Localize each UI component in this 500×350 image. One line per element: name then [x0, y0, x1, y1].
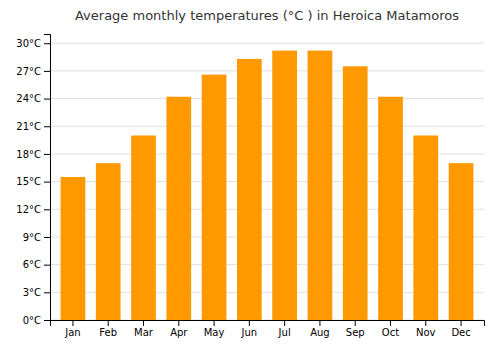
- tick-mark: [143, 320, 144, 326]
- tick-mark: [108, 320, 109, 326]
- tick-mark: [355, 320, 356, 326]
- tick-mark: [44, 71, 50, 72]
- tick-mark: [214, 320, 215, 326]
- tick-label: May: [204, 327, 225, 338]
- x-axis: Jan Feb Mar Apr May Jun Jul Aug Sep Oct Nov Dec: [51, 320, 485, 338]
- grid-line: [50, 43, 484, 44]
- tick: 3°C: [23, 287, 50, 298]
- tick-label: Jun: [241, 327, 258, 338]
- tick: 27°C: [16, 66, 50, 77]
- tick-label: 0°C: [23, 315, 41, 326]
- bar: [202, 75, 227, 320]
- tick-label: Mar: [134, 327, 154, 338]
- tick-mark: [178, 320, 179, 326]
- y-axis: 0°C 3°C 6°C 9°C 12°C 15°C 18°C 21°C 24°C 27°C 30°C: [16, 35, 50, 326]
- grid: [50, 43, 484, 320]
- tick-label: 21°C: [16, 121, 41, 132]
- tick: 15°C: [16, 176, 50, 187]
- tick-mark: [44, 43, 50, 44]
- tick-label: 3°C: [23, 287, 41, 298]
- tick-mark: [44, 292, 50, 293]
- axis-line: [51, 321, 485, 327]
- tick: 18°C: [16, 149, 50, 160]
- tick-mark: [44, 209, 50, 210]
- tick: 12°C: [16, 204, 50, 215]
- tick: Aug: [310, 320, 330, 338]
- tick-mark: [390, 320, 391, 326]
- bar: [343, 66, 368, 320]
- tick-mark: [72, 320, 73, 326]
- tick: Jun: [241, 320, 258, 338]
- tick-label: Nov: [416, 327, 436, 338]
- tick-label: Dec: [451, 327, 470, 338]
- tick-label: 27°C: [16, 66, 41, 77]
- bar: [413, 135, 438, 320]
- tick-mark: [44, 99, 50, 100]
- bar: [131, 135, 156, 320]
- tick-label: 12°C: [16, 204, 41, 215]
- tick-label: Apr: [170, 327, 188, 338]
- bar: [61, 177, 86, 320]
- tick-label: Sep: [346, 327, 365, 338]
- title: Average monthly temperatures (°C ) in He…: [75, 8, 459, 23]
- tick: Apr: [170, 320, 188, 338]
- tick-label: Jul: [278, 327, 291, 338]
- tick-label: 18°C: [16, 149, 41, 160]
- bar: [166, 97, 191, 320]
- tick-label: Feb: [99, 327, 117, 338]
- tick: May: [204, 320, 225, 338]
- tick: Dec: [451, 320, 470, 338]
- bar: [308, 51, 333, 320]
- tick-label: Aug: [310, 327, 330, 338]
- tick: 21°C: [16, 121, 50, 132]
- tick-label: 15°C: [16, 176, 41, 187]
- tick: Nov: [416, 320, 436, 338]
- tick-mark: [44, 320, 50, 321]
- tick-mark: [249, 320, 250, 326]
- tick: 6°C: [23, 259, 50, 270]
- bar: [96, 163, 121, 320]
- tick-mark: [284, 320, 285, 326]
- tick-mark: [461, 320, 462, 326]
- bar: [378, 97, 403, 320]
- axis-line: [44, 35, 51, 321]
- tick-mark: [44, 182, 50, 183]
- tick: Mar: [134, 320, 154, 338]
- tick: 9°C: [23, 232, 50, 243]
- tick: 30°C: [16, 38, 50, 49]
- tick: Sep: [346, 320, 365, 338]
- bar: [272, 51, 297, 320]
- tick: Oct: [382, 320, 399, 338]
- tick: Jan: [64, 320, 80, 338]
- grid-line: [50, 126, 484, 127]
- plot-area: [61, 51, 474, 320]
- tick: 24°C: [16, 93, 50, 104]
- tick-mark: [44, 126, 50, 127]
- tick: Feb: [99, 320, 117, 338]
- tick-mark: [44, 237, 50, 238]
- tick-mark: [44, 154, 50, 155]
- grid-line: [50, 70, 484, 71]
- tick-label: Oct: [382, 327, 399, 338]
- tick: 0°C: [23, 315, 50, 326]
- tick-label: 24°C: [16, 93, 41, 104]
- tick-mark: [319, 320, 320, 326]
- tick-label: 6°C: [23, 259, 41, 270]
- tick-label: 30°C: [16, 38, 41, 49]
- tick-mark: [425, 320, 426, 326]
- grid-line: [50, 98, 484, 99]
- tick-label: Jan: [64, 327, 80, 338]
- bar: [237, 59, 262, 320]
- chart: 0°C 3°C 6°C 9°C 12°C 15°C 18°C 21°C 24°C 27°C 30°C…: [0, 0, 500, 350]
- tick-label: 9°C: [23, 232, 41, 243]
- bar: [449, 163, 474, 320]
- tick: Jul: [278, 320, 291, 338]
- tick-mark: [44, 265, 50, 266]
